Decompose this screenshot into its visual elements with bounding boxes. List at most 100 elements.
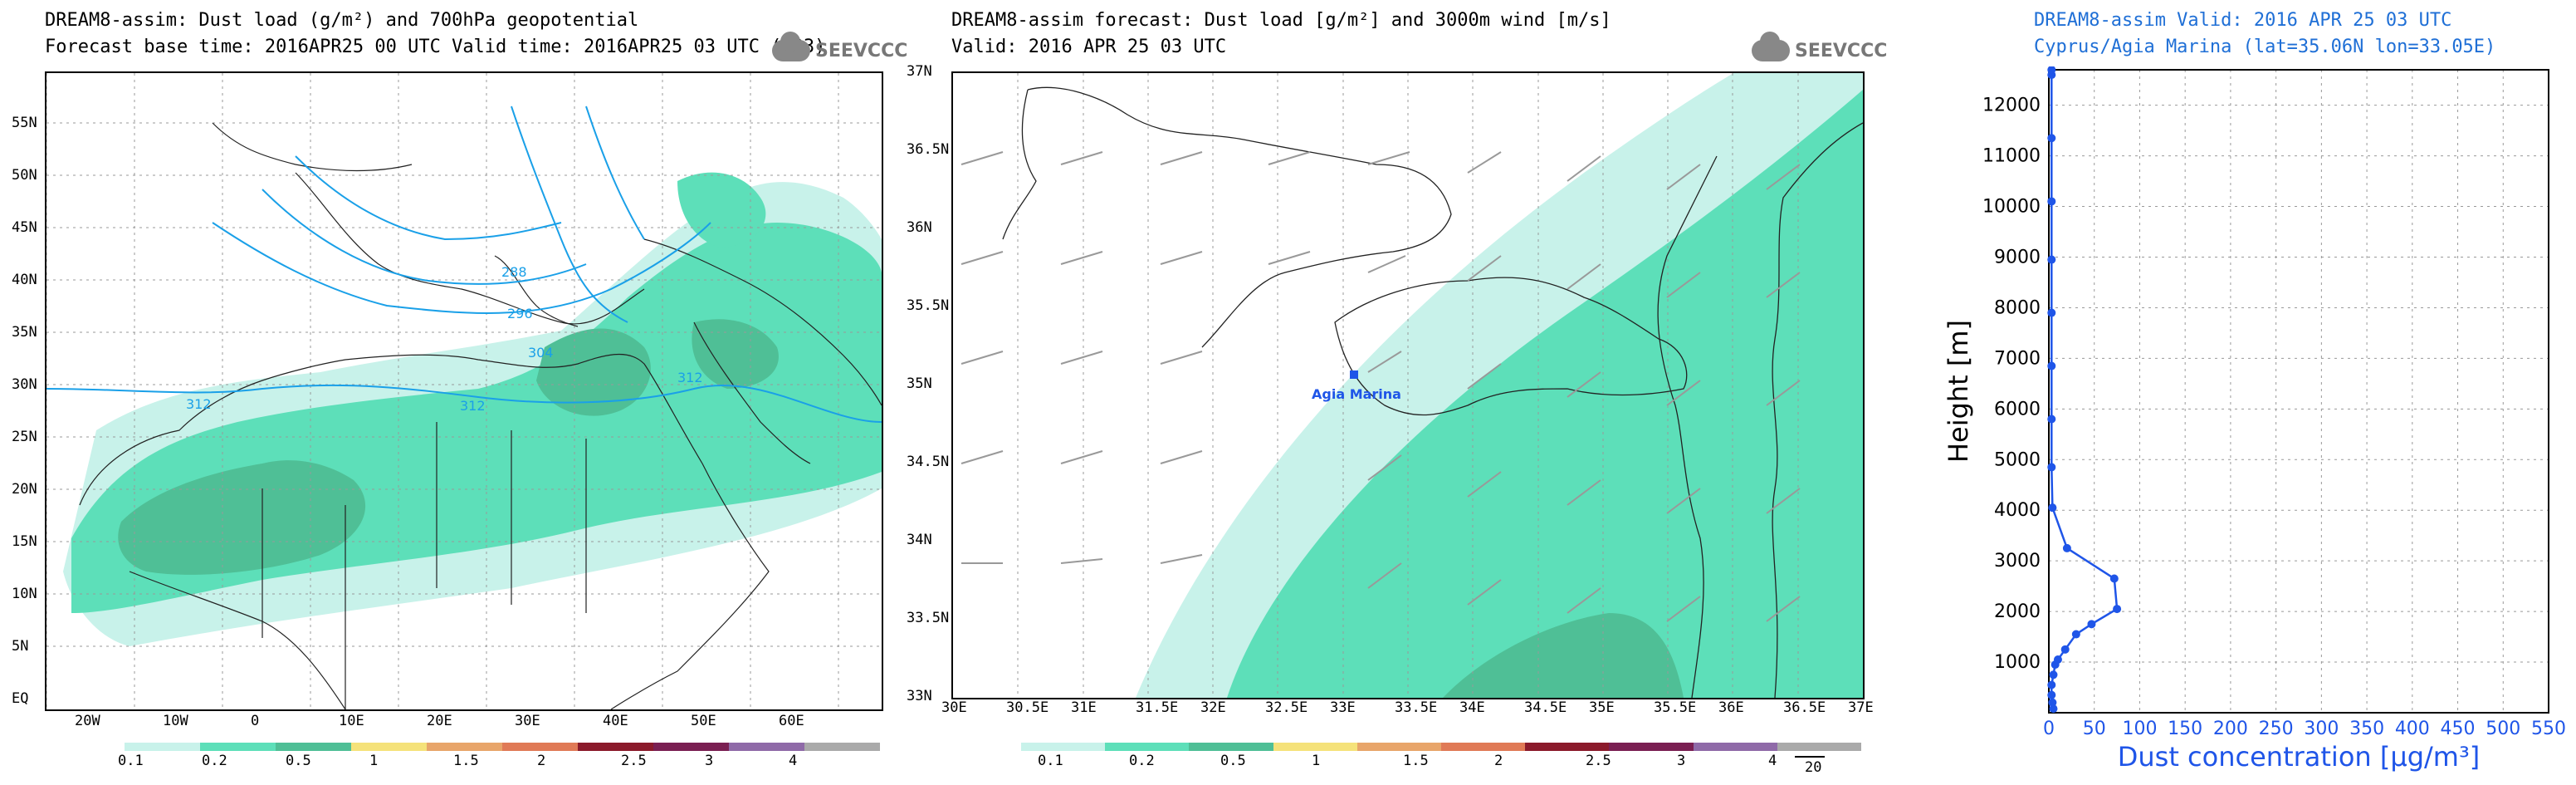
vertical-profile-chart: 0 50 100 150 200 250 300 350 400 450 500 550 1000 200… — [1943, 66, 2566, 773]
panel2-map-svg: Agia Marina — [961, 73, 1863, 698]
lon-tick-label: 33.5E — [1395, 699, 1438, 716]
profile-point — [2047, 197, 2056, 206]
y-tick-label: 2000 — [1994, 601, 2041, 622]
x-tick-label: 450 — [2441, 719, 2476, 739]
panel1-map: 288 296 304 312 312 312 — [45, 71, 883, 711]
lon-tick-label: 37E — [1848, 699, 1874, 716]
lon-tick-label: 20W — [75, 713, 100, 729]
panel2-colorbar — [1021, 743, 1862, 751]
x-tick-label: 550 — [2531, 719, 2566, 739]
panel1-title-line2: Forecast base time: 2016APR25 00 UTC Val… — [45, 37, 826, 57]
lat-tick-label: 37N — [907, 63, 932, 80]
contour-label: 312 — [677, 370, 703, 385]
y-tick-label: 6000 — [1994, 399, 2041, 419]
lat-tick-label: 15N — [12, 533, 37, 550]
x-tick-label: 300 — [2304, 719, 2339, 739]
x-tick-label: 200 — [2213, 719, 2248, 739]
profile-point — [2049, 704, 2058, 714]
panel3-title-line2: Cyprus/Agia Marina (lat=35.06N lon=33.05… — [2034, 37, 2496, 57]
colorbar-label: 1.5 — [1403, 753, 1429, 769]
x-tick-label: 0 — [2043, 719, 2055, 739]
lon-tick-label: 35E — [1589, 699, 1615, 716]
x-tick-label: 500 — [2486, 719, 2520, 739]
map1-coastlines — [79, 122, 882, 709]
lon-tick-label: 10W — [163, 713, 188, 729]
lon-tick-label: 34.5E — [1524, 699, 1567, 716]
panel2-title-line1: DREAM8-assim forecast: Dust load [g/m²] … — [951, 10, 1611, 31]
logo-text: SEEVCCC — [815, 40, 908, 61]
y-tick-label: 3000 — [1994, 551, 2041, 572]
lon-tick-label: 30.5E — [1006, 699, 1049, 716]
profile-point — [2113, 605, 2122, 614]
contour-label: 312 — [460, 398, 486, 414]
lon-tick-label: 60E — [779, 713, 804, 729]
y-tick-label: 1000 — [1994, 652, 2041, 673]
profile-point — [2047, 66, 2056, 74]
colorbar-label: 2.5 — [1586, 753, 1611, 769]
x-tick-label: 50 — [2083, 719, 2106, 739]
lat-tick-label: 33N — [907, 688, 932, 704]
lon-tick-label: 31E — [1071, 699, 1097, 716]
panel1-map-svg: 288 296 304 312 312 312 — [46, 73, 882, 709]
dust-region-dark-2 — [536, 328, 651, 416]
lon-tick-label: 30E — [941, 699, 967, 716]
lat-tick-label: 55N — [12, 115, 37, 131]
y-tick-label: 10000 — [1982, 197, 2041, 218]
plot-frame — [2048, 69, 2549, 714]
lat-tick-label: 45N — [12, 219, 37, 236]
lon-tick-label: 30E — [515, 713, 540, 729]
y-tick-label: 5000 — [1994, 449, 2041, 470]
x-tick-label: 150 — [2168, 719, 2202, 739]
lat-tick-label: 10N — [12, 586, 37, 602]
lat-tick-label: 25N — [12, 429, 37, 445]
colorbar-label: 0.5 — [1220, 753, 1246, 769]
dust-region-dark-3 — [692, 319, 779, 389]
profile-point — [2047, 255, 2056, 264]
panel2-logo: SEEVCCC — [1752, 32, 1888, 61]
station-marker-icon — [1350, 370, 1358, 379]
profile-point — [2071, 630, 2080, 639]
y-tick-label: 9000 — [1994, 247, 2041, 267]
contour-label: 288 — [501, 264, 527, 280]
colorbar-label: 3 — [1677, 753, 1686, 769]
lat-tick-label: 34.5N — [907, 454, 950, 470]
lon-tick-label: 36.5E — [1783, 699, 1826, 716]
lat-tick-label: 40N — [12, 272, 37, 288]
panel2-title-line2: Valid: 2016 APR 25 03 UTC — [951, 37, 1227, 57]
colorbar-label: 2 — [537, 753, 546, 769]
panel2-map: Agia Marina — [951, 71, 1865, 699]
contour-label: 296 — [507, 306, 533, 321]
colorbar-label: 0.1 — [1038, 753, 1063, 769]
y-axis-label: Height [m] — [1943, 320, 1974, 463]
y-tick-label: 12000 — [1982, 96, 2041, 116]
profile-point — [2047, 690, 2056, 699]
profile-point — [2048, 698, 2057, 707]
wind-vectors — [961, 151, 1801, 622]
logo-text: SEEVCCC — [1795, 40, 1888, 61]
colorbar-label: 2 — [1494, 753, 1503, 769]
y-tick-label: 8000 — [1994, 297, 2041, 318]
lat-tick-label: 33.5N — [907, 610, 950, 626]
colorbar-label: 1 — [1312, 753, 1321, 769]
x-tick-label: 100 — [2122, 719, 2157, 739]
dust-region-medium — [1227, 90, 1863, 698]
lon-tick-label: 36E — [1718, 699, 1744, 716]
profile-point — [2047, 361, 2056, 370]
cloud-logo-icon — [1752, 32, 1790, 61]
lat-tick-label: 30N — [12, 376, 37, 393]
dust-region-dark — [1443, 613, 1684, 698]
colorbar-label: 1.5 — [453, 753, 479, 769]
lon-tick-label: 32.5E — [1265, 699, 1308, 716]
map2-gridlines — [1017, 73, 1799, 698]
profile-point — [2087, 620, 2096, 629]
profile-point — [2047, 308, 2056, 317]
profile-point — [2062, 543, 2071, 552]
wind-reference-label: 20 — [1805, 759, 1822, 776]
y-tick-label: 7000 — [1994, 348, 2041, 369]
x-tick-label: 250 — [2259, 719, 2294, 739]
y-tick-label: 4000 — [1994, 500, 2041, 521]
x-tick-label: 350 — [2349, 719, 2384, 739]
colorbar-label: 4 — [1768, 753, 1777, 769]
lat-tick-label: EQ — [12, 690, 29, 707]
lon-tick-label: 31.5E — [1136, 699, 1179, 716]
